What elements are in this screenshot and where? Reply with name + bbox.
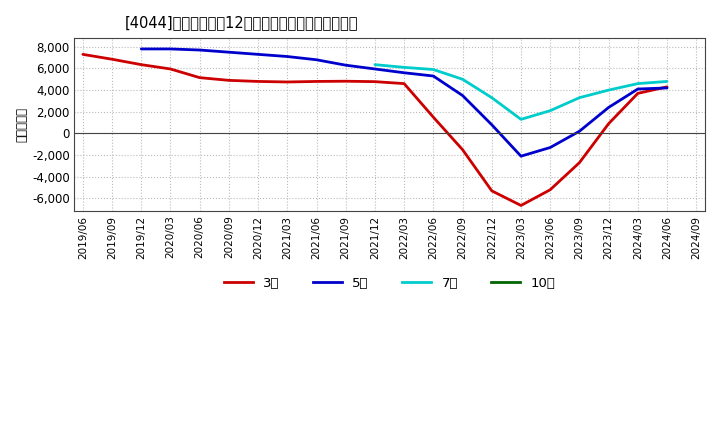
Text: [4044]　当期純利益12か月移動合計の平均値の推移: [4044] 当期純利益12か月移動合計の平均値の推移 bbox=[125, 15, 358, 30]
7年 bbox=[458, 77, 467, 82]
5年 bbox=[312, 57, 321, 62]
3年 bbox=[458, 147, 467, 152]
5年 bbox=[458, 93, 467, 98]
3年 bbox=[225, 78, 233, 83]
5年 bbox=[517, 154, 526, 159]
7年 bbox=[634, 81, 642, 86]
3年 bbox=[604, 121, 613, 126]
5年 bbox=[225, 50, 233, 55]
3年 bbox=[487, 188, 496, 194]
Line: 7年: 7年 bbox=[375, 65, 667, 119]
3年 bbox=[195, 75, 204, 80]
7年 bbox=[517, 117, 526, 122]
3年 bbox=[283, 79, 292, 84]
7年 bbox=[546, 108, 554, 114]
Line: 3年: 3年 bbox=[83, 55, 667, 205]
5年 bbox=[371, 66, 379, 72]
5年 bbox=[195, 48, 204, 53]
5年 bbox=[546, 145, 554, 150]
7年 bbox=[371, 62, 379, 67]
7年 bbox=[575, 95, 584, 100]
5年 bbox=[662, 85, 671, 91]
5年 bbox=[400, 70, 408, 75]
5年 bbox=[429, 73, 438, 79]
7年 bbox=[487, 95, 496, 100]
3年 bbox=[371, 79, 379, 84]
3年 bbox=[108, 57, 117, 62]
7年 bbox=[662, 79, 671, 84]
3年 bbox=[341, 79, 350, 84]
3年 bbox=[400, 81, 408, 86]
Legend: 3年, 5年, 7年, 10年: 3年, 5年, 7年, 10年 bbox=[218, 271, 561, 295]
3年 bbox=[546, 187, 554, 192]
3年 bbox=[517, 203, 526, 208]
3年 bbox=[137, 62, 145, 67]
3年 bbox=[575, 160, 584, 165]
5年 bbox=[575, 128, 584, 134]
7年 bbox=[429, 67, 438, 72]
3年 bbox=[634, 91, 642, 96]
5年 bbox=[166, 46, 175, 51]
3年 bbox=[312, 79, 321, 84]
5年 bbox=[253, 52, 262, 57]
3年 bbox=[662, 84, 671, 89]
5年 bbox=[341, 62, 350, 68]
5年 bbox=[283, 54, 292, 59]
5年 bbox=[487, 122, 496, 128]
Line: 5年: 5年 bbox=[141, 49, 667, 156]
Y-axis label: （百万円）: （百万円） bbox=[15, 107, 28, 142]
3年 bbox=[253, 79, 262, 84]
5年 bbox=[137, 46, 145, 51]
7年 bbox=[400, 65, 408, 70]
3年 bbox=[78, 52, 87, 57]
5年 bbox=[634, 86, 642, 92]
3年 bbox=[166, 66, 175, 72]
7年 bbox=[604, 88, 613, 93]
3年 bbox=[429, 114, 438, 120]
5年 bbox=[604, 105, 613, 110]
